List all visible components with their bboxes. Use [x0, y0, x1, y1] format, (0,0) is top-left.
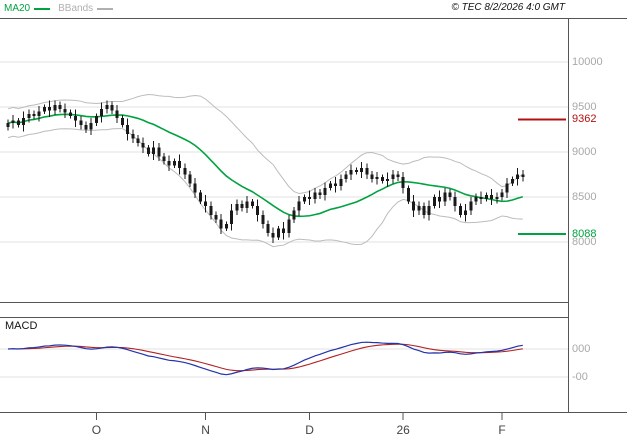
chart-legend: MA20 BBands: [4, 3, 121, 14]
legend-bbands-label: BBands: [58, 3, 94, 14]
copyright-text: © TEC 8/2/2026 4:0 GMT: [451, 2, 565, 13]
legend-ma20-label: MA20: [4, 3, 31, 14]
macd-panel-label: MACD: [5, 320, 38, 332]
ma20-line-sample: [34, 7, 51, 10]
bbands-line-sample: [97, 7, 114, 10]
